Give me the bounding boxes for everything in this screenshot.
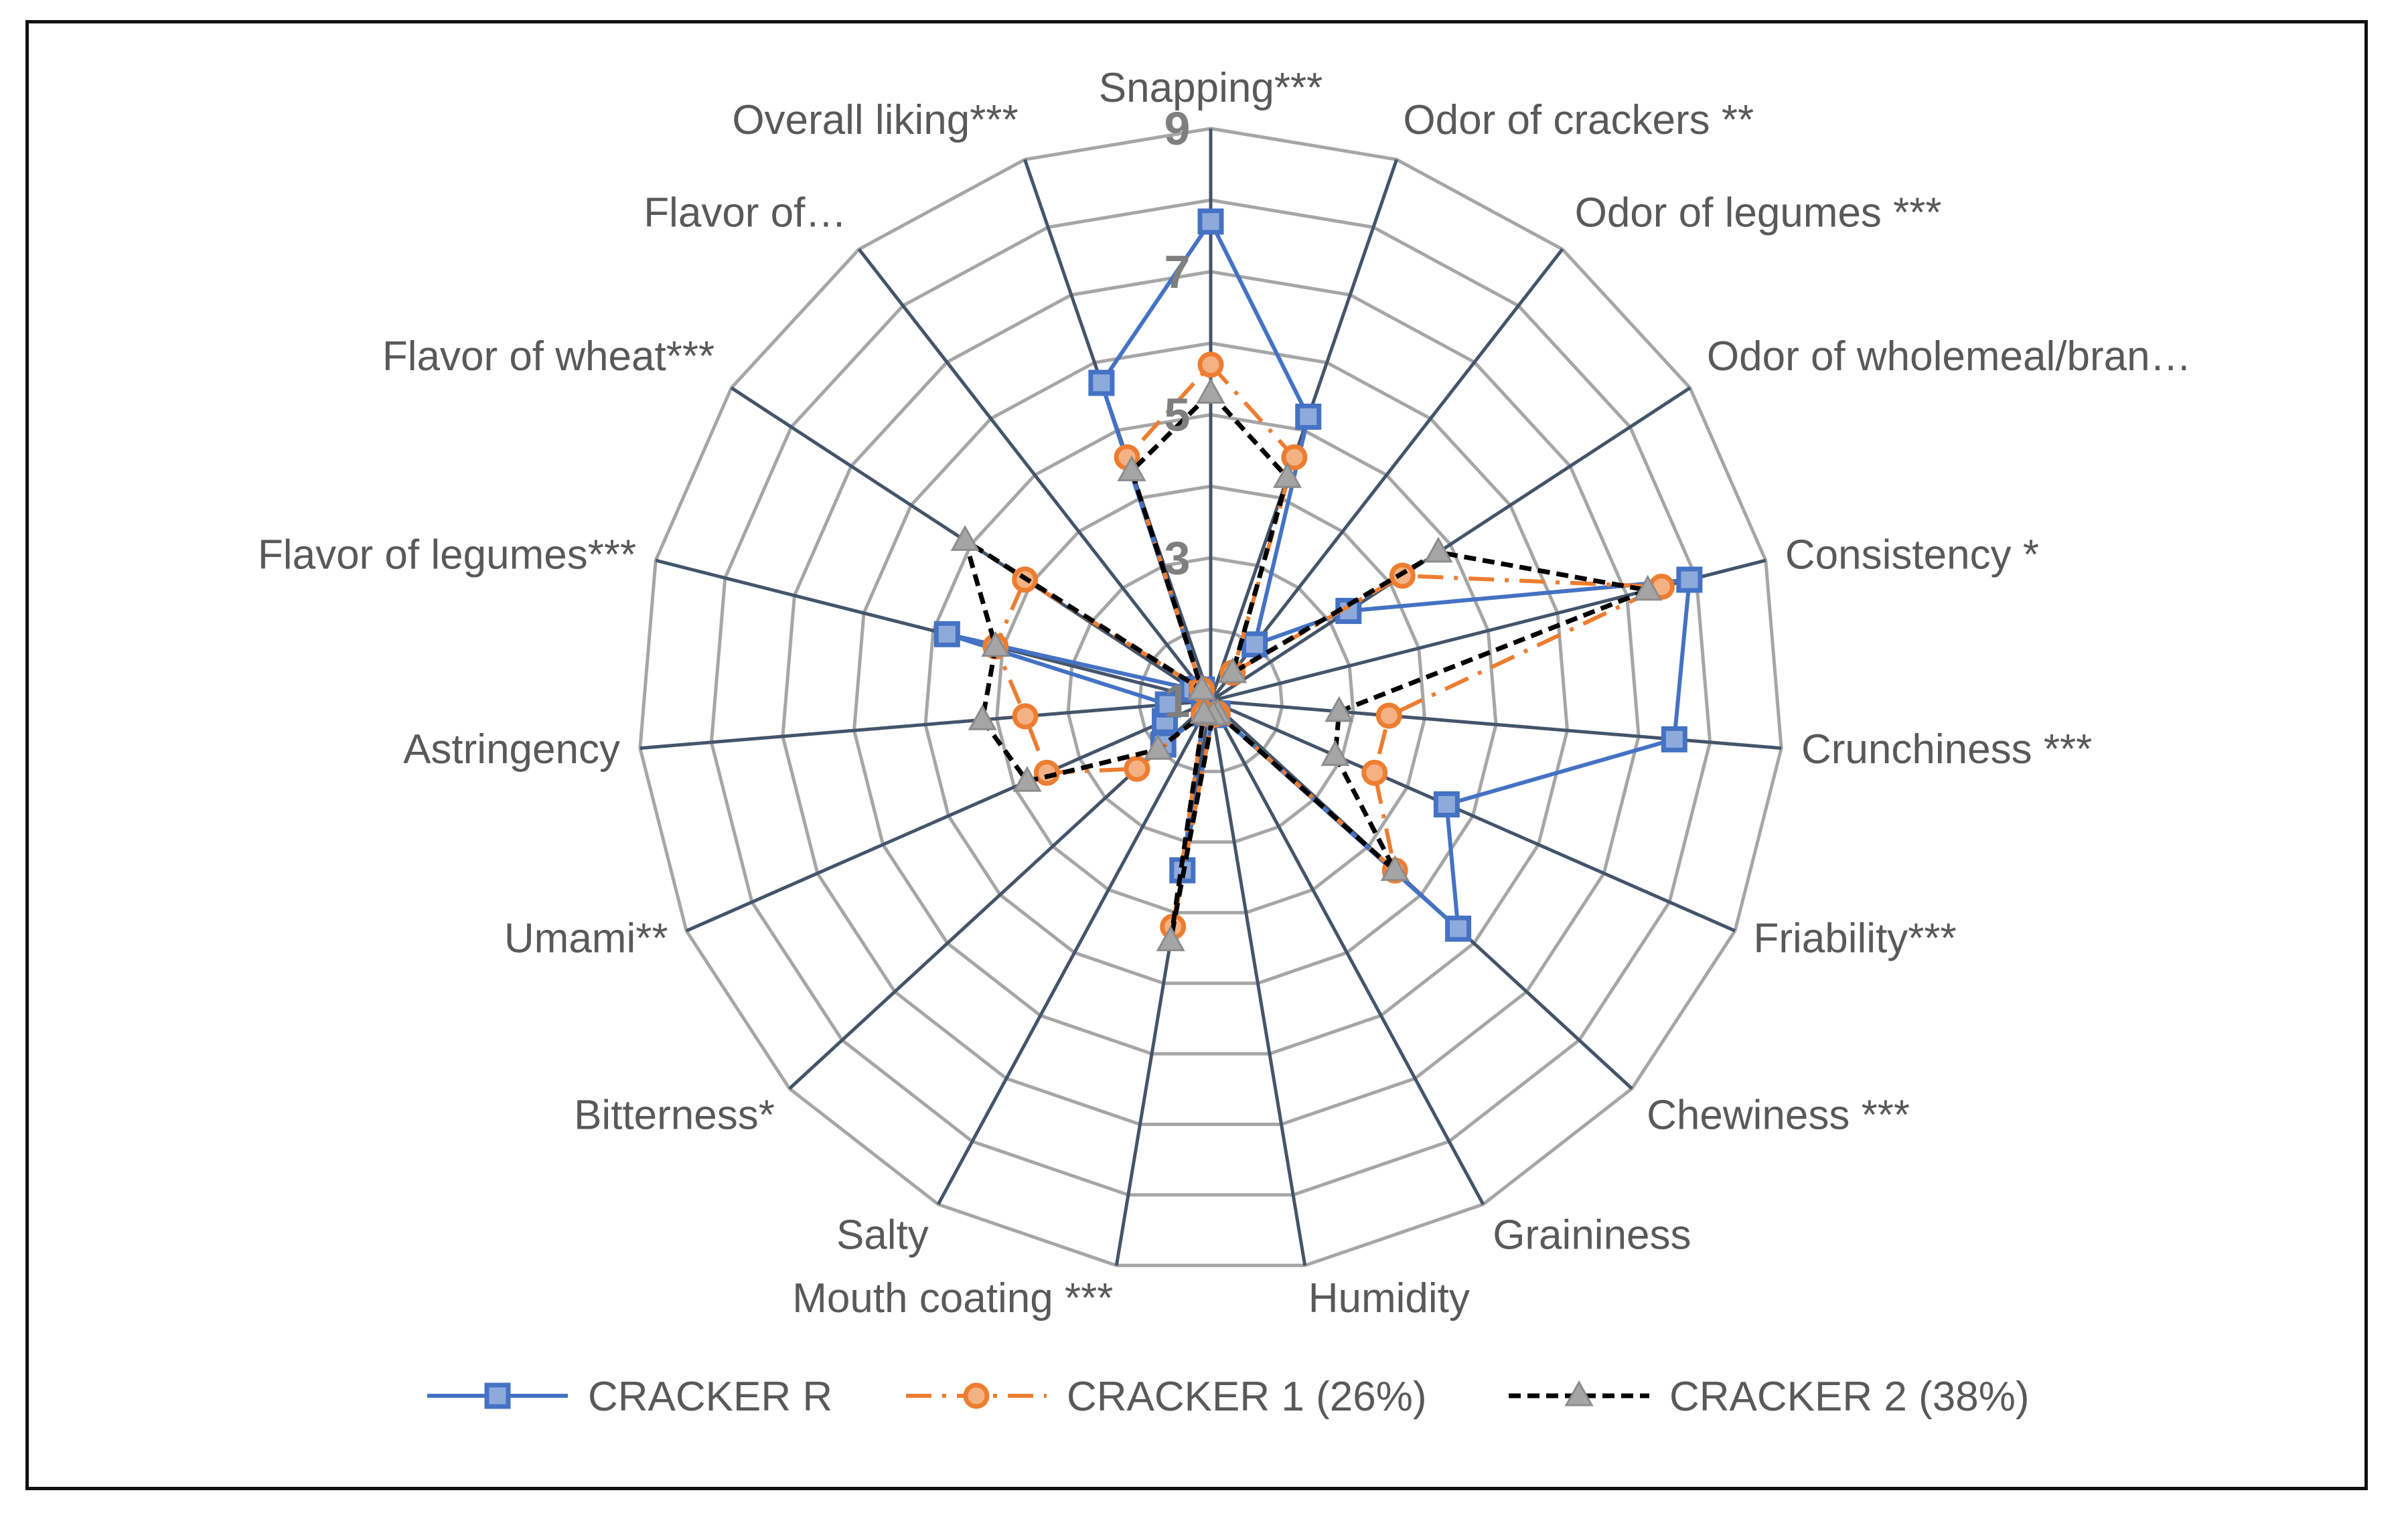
legend: CRACKER R CRACKER 1 (26%) CRACKER 2 (38%) [427, 1374, 2029, 1420]
axis-label-7: Friability*** [1754, 916, 1957, 962]
axis-label-19: Overall liking*** [732, 97, 1018, 143]
series-1-point-8 [1445, 915, 1472, 942]
series-2 [982, 351, 1675, 940]
series-3-point-6 [1325, 696, 1354, 722]
axis-label-17: Flavor of wheat*** [382, 333, 714, 380]
spoke-15 [639, 699, 1211, 750]
series-3-point-5 [1633, 574, 1663, 601]
legend-item-2: CRACKER 1 (26%) [906, 1374, 1426, 1420]
series-3-line [962, 390, 1651, 943]
axis-label-1: Snapping*** [1099, 65, 1323, 111]
spoke-7 [1209, 699, 1736, 933]
axis-label-layer: Snapping*** Odor of crackers ** Odor of le… [258, 65, 2192, 1321]
axis-label-6: Crunchiness *** [1801, 726, 2092, 773]
series-1-point-19 [1088, 370, 1115, 396]
series-3-point-7 [1321, 740, 1350, 767]
series-1-point-1 [1197, 208, 1224, 235]
axis-label-11: Mouth coating *** [792, 1275, 1113, 1321]
spoke-14 [685, 699, 1212, 933]
series-3 [950, 378, 1663, 951]
axis-label-4: Odor of wholemeal/bran… [1707, 333, 2192, 380]
series-1-point-15 [1154, 691, 1181, 718]
series-3-point-8 [1380, 855, 1410, 881]
series-1-point-16 [933, 621, 960, 647]
grid-ring-9 [638, 127, 1783, 1267]
legend-item-1: CRACKER R [427, 1374, 832, 1420]
series-3-point-13 [1143, 734, 1173, 760]
axis-label-13: Bitterness* [574, 1092, 775, 1138]
series-1-line [945, 219, 1691, 931]
tick-label-7: 7 [1164, 246, 1191, 298]
grid-ring-2 [1137, 627, 1284, 773]
spoke-3 [1209, 248, 1564, 702]
series-3-point-16 [981, 631, 1010, 657]
axis-label-12: Salty [836, 1212, 929, 1258]
tick-layer: 1 3 5 7 9 [1164, 102, 1191, 727]
grid-ring-5 [923, 412, 1498, 985]
series-3-point-4 [1424, 536, 1453, 563]
spoke-11 [1114, 700, 1213, 1266]
tick-label-3: 3 [1164, 532, 1191, 584]
grid-ring-7 [781, 270, 1641, 1126]
axis-label-14: Umami** [504, 916, 668, 962]
axis-label-18: Flavor of… [644, 190, 846, 236]
grid-ring-3 [1066, 556, 1355, 844]
series-3-point-17 [950, 525, 980, 551]
legend-marker-1 [484, 1382, 511, 1409]
series-layer [933, 208, 1703, 951]
series-2-point-13 [1124, 755, 1150, 782]
series-2-point-14 [1033, 759, 1060, 786]
series-3-point-1 [1196, 378, 1225, 404]
legend-item-3: CRACKER 2 (38%) [1509, 1374, 2029, 1420]
grid-ring-6 [852, 341, 1570, 1056]
tick-label-9: 9 [1164, 102, 1191, 155]
spoke-16 [655, 558, 1211, 703]
spoke-12 [936, 700, 1213, 1206]
legend-label-1: CRACKER R [588, 1374, 832, 1420]
axis-label-8: Chewiness *** [1647, 1092, 1910, 1138]
radar-chart: 1 3 5 7 9 Snapping*** Odor of crackers ** Odor… [258, 65, 2192, 1420]
grid-layer [638, 127, 1783, 1267]
tick-label-1: 1 [1164, 675, 1191, 727]
grid-ring-8 [709, 198, 1712, 1197]
axis-label-10: Humidity [1308, 1275, 1470, 1321]
series-2-point-1 [1197, 351, 1224, 378]
spoke-9 [1209, 700, 1485, 1206]
series-1-point-2 [1295, 403, 1322, 430]
series-2-point-6 [1375, 702, 1402, 729]
series-1-point-3 [1241, 631, 1268, 658]
tick-label-5: 5 [1164, 389, 1191, 441]
series-3-point-11 [1156, 925, 1185, 951]
series-2-point-15 [1012, 703, 1039, 730]
axis-label-3: Odor of legumes *** [1575, 190, 1942, 236]
series-3-point-2 [1272, 462, 1302, 488]
series-3-point-12 [1189, 698, 1219, 724]
series-3-point-14 [1012, 766, 1042, 792]
series-1-point-7 [1433, 791, 1460, 818]
legend-marker-2 [963, 1382, 990, 1409]
series-3-point-3 [1218, 657, 1248, 684]
series-2-point-7 [1361, 759, 1388, 786]
spoke-4 [1209, 386, 1691, 703]
axis-label-5: Consistency * [1785, 532, 2039, 578]
legend-label-2: CRACKER 1 (26%) [1067, 1374, 1426, 1420]
series-1-point-5 [1676, 566, 1703, 593]
chart-frame: 1 3 5 7 9 Snapping*** Odor of crackers ** Odor… [25, 20, 2368, 1490]
spoke-10 [1209, 700, 1307, 1266]
axis-label-9: Graininess [1493, 1212, 1691, 1258]
series-3-point-18 [1187, 674, 1217, 700]
series-3-point-19 [1117, 455, 1146, 481]
legend-label-3: CRACKER 2 (38%) [1669, 1374, 2029, 1420]
grid-ring-4 [994, 484, 1427, 914]
series-2-point-2 [1281, 444, 1308, 471]
axis-label-15: Astringency [403, 726, 620, 773]
series-1-point-6 [1661, 726, 1687, 752]
spoke-18 [857, 248, 1212, 702]
axis-label-2: Odor of crackers ** [1403, 97, 1754, 143]
axis-label-16: Flavor of legumes*** [258, 532, 636, 578]
series-3-point-15 [968, 704, 997, 730]
series-1 [933, 208, 1703, 942]
legend-marker-3 [1564, 1380, 1594, 1407]
